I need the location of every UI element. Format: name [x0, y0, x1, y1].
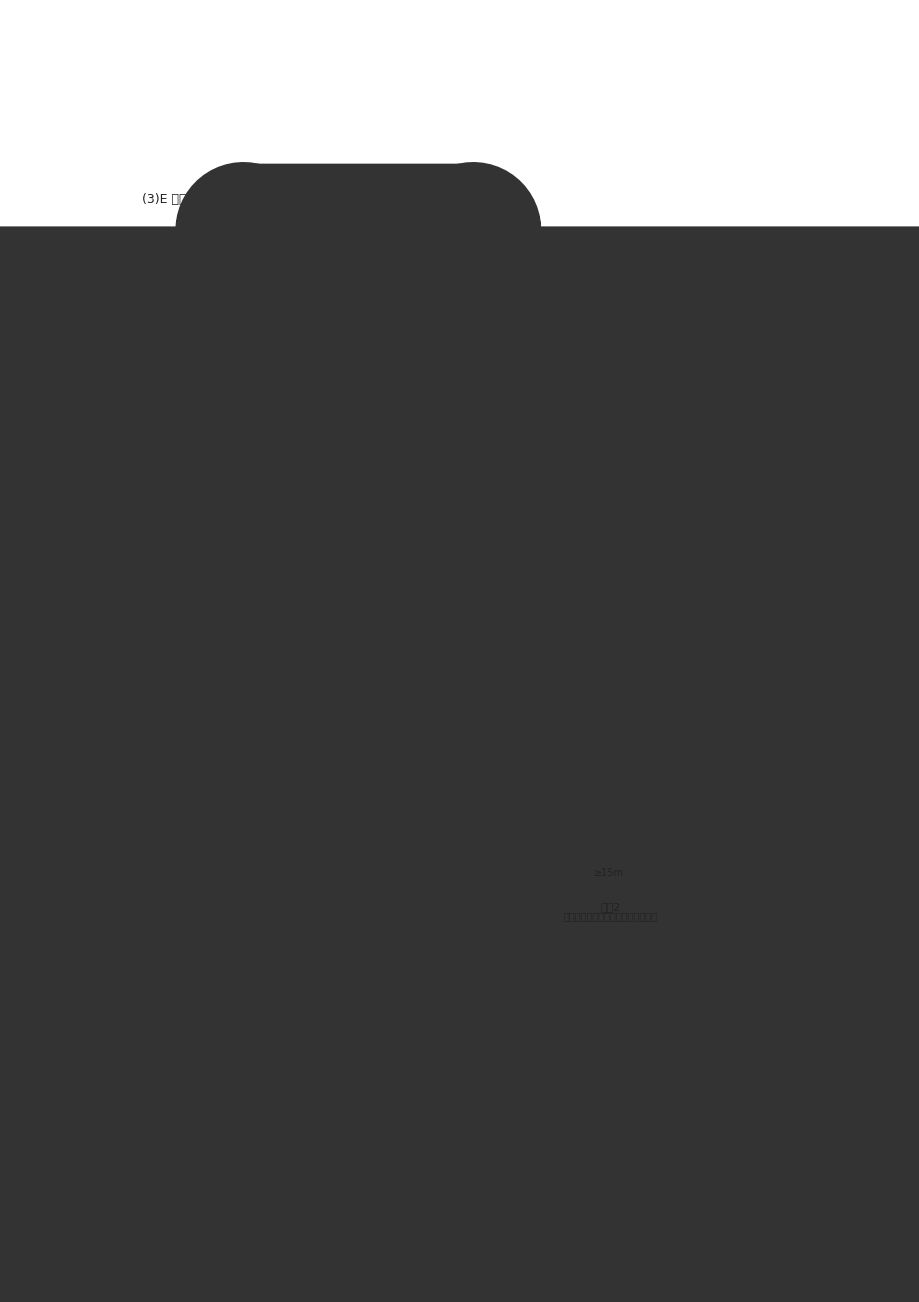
- Text: 城市主干道: 城市主干道: [221, 758, 230, 784]
- Text: 候梯厅深度 ≥ 1.50m: 候梯厅深度 ≥ 1.50m: [403, 296, 472, 305]
- Text: 基地: 基地: [306, 790, 319, 799]
- Text: 基地: 基地: [527, 798, 539, 807]
- Text: 下: 下: [224, 493, 231, 504]
- Text: 图示2: 图示2: [567, 374, 587, 383]
- Text: ≥15m: ≥15m: [594, 868, 624, 879]
- Text: 图示2: 图示2: [600, 901, 620, 911]
- Text: 候梯 F：: 候梯 F：: [142, 393, 176, 406]
- Text: 二： 城市  ⅠⅡ建筑的限定：: 二： 城市 ⅠⅡ建筑的限定：: [142, 564, 355, 590]
- Text: 道路红线: 道路红线: [248, 682, 268, 691]
- Text: 0.3m: 0.3m: [370, 490, 393, 499]
- Bar: [533, 229, 622, 365]
- Bar: [310, 326, 313, 341]
- Text: 普通电梯: 普通电梯: [198, 336, 220, 345]
- Text: ≥15m: ≥15m: [518, 868, 548, 879]
- Text: m: m: [190, 470, 199, 479]
- Bar: [237, 225, 314, 298]
- Text: 1.　建筑基地:: 1. 建筑基地:: [142, 604, 201, 618]
- Text: 建筑: 建筑: [524, 713, 538, 724]
- Text: 下: 下: [355, 479, 361, 490]
- Text: 电梯梯幘选层按鈕: 电梯梯幘选层按鈕: [553, 381, 600, 391]
- Bar: [237, 376, 314, 385]
- Text: 图示1: 图示1: [269, 901, 289, 911]
- Text: 无障碍设施: 无障碍设施: [639, 267, 666, 275]
- Text: ≥1.5m: ≥1.5m: [370, 509, 401, 518]
- Bar: [494, 811, 529, 824]
- Bar: [423, 483, 495, 497]
- Text: 门洞净宽 ≥ 0.90m: 门洞净宽 ≥ 0.90m: [403, 227, 467, 236]
- Text: ≥1.5m: ≥1.5m: [190, 458, 218, 467]
- Text: 基地出入口与城市主干道路交叉口: 基地出入口与城市主干道路交叉口: [235, 911, 323, 921]
- Text: 机动车出入口▼: 机动车出入口▼: [266, 827, 302, 836]
- Bar: [757, 811, 785, 824]
- Text: 地铁出入口: 地铁出入口: [754, 807, 778, 816]
- Bar: [460, 693, 603, 746]
- Text: ≥70m: ≥70m: [305, 868, 335, 879]
- Text: 0.90～1.10m: 0.90～1.10m: [639, 310, 693, 319]
- Text: 道路红线
交叉点: 道路红线 交叉点: [163, 819, 183, 838]
- Text: 无障碍电梯: 无障碍电梯: [193, 255, 220, 264]
- Text: 图示1候梯厅: 图示1候梯厅: [300, 393, 340, 404]
- Text: ≥1.2m: ≥1.2m: [546, 454, 576, 464]
- Text: 设置电梯均民用建筑的入口应设置残疾人坡道: 设置电梯均民用建筑的入口应设置残疾人坡道: [300, 529, 417, 539]
- Bar: [250, 693, 382, 746]
- Text: 图示3: 图示3: [348, 521, 369, 530]
- Text: 道路红线: 道路红线: [275, 811, 295, 820]
- Text: 建筑: 建筑: [310, 713, 323, 724]
- Bar: [314, 225, 402, 376]
- Text: 机动车出入口▼: 机动车出入口▼: [549, 827, 584, 836]
- Text: ≥1.5m: ≥1.5m: [421, 509, 451, 518]
- Text: (1)　基地K 口：70m,20m, 15m, 5m: (1) 基地K 口：70m,20m, 15m, 5m: [162, 622, 364, 635]
- Text: 公共汽车站: 公共汽车站: [492, 807, 516, 816]
- Text: 电梯厅按鈕: 电梯厅按鈕: [639, 273, 666, 283]
- Text: ≥1.2m: ≥1.2m: [546, 486, 576, 495]
- Bar: [310, 253, 313, 268]
- Bar: [237, 302, 314, 372]
- Bar: [631, 280, 638, 326]
- Bar: [417, 477, 502, 504]
- Text: 基地出入口与公共汽车站台缘的距离: 基地出入口与公共汽车站台缘的距离: [563, 911, 657, 921]
- Text: 坡度 ≥1/12: 坡度 ≥1/12: [521, 530, 562, 539]
- Text: (3)E 梯：: (3)E 梯：: [142, 193, 187, 206]
- Text: 坡道：（% 置E 梯的民用建筑的入口 G % 置H 残人坡道）: 坡道：（% 置E 梯的民用建筑的入口 G % 置H 残人坡道）: [142, 415, 367, 428]
